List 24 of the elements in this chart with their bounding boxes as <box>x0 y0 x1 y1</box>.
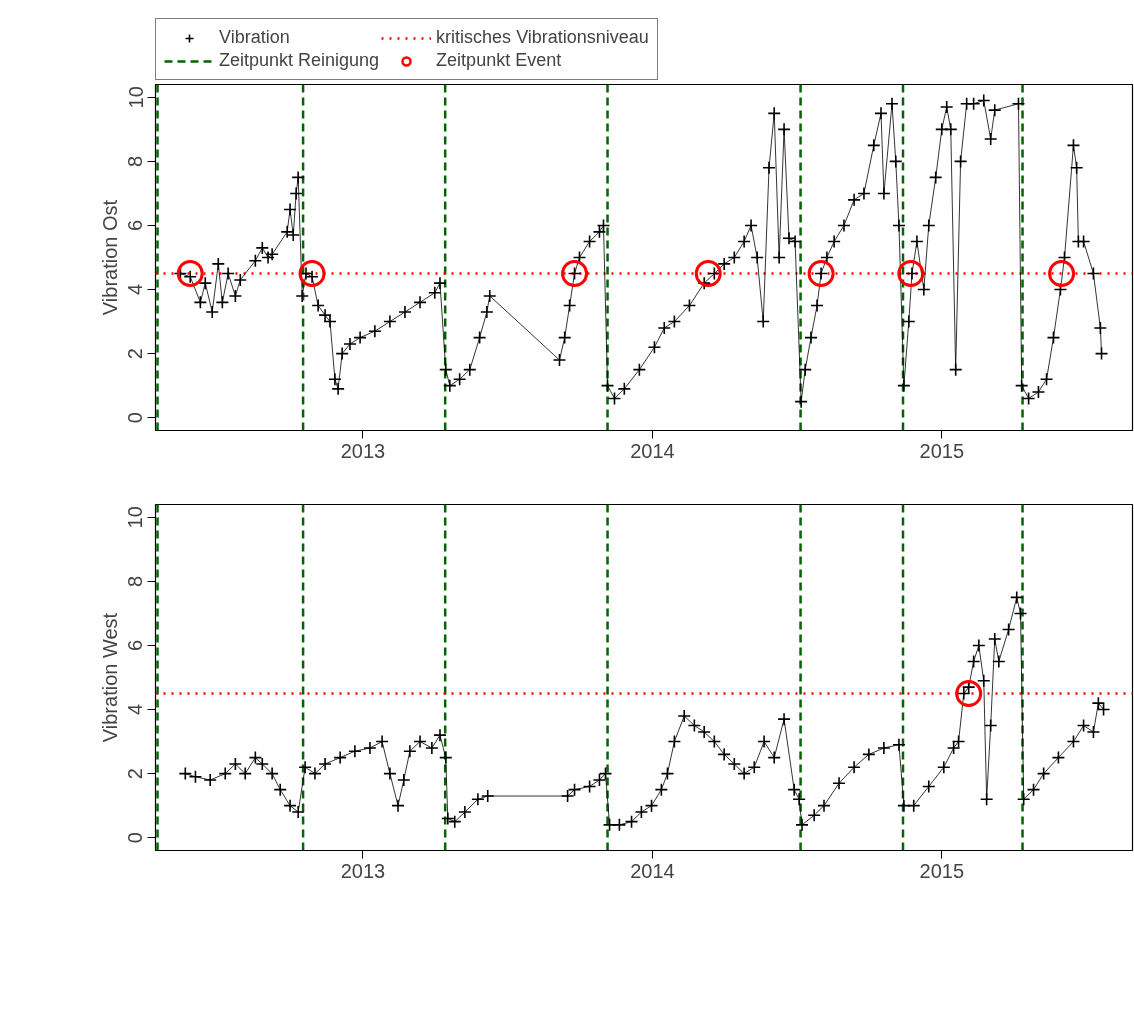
y-tick-label: 10 <box>124 506 147 529</box>
y-tick-label: 0 <box>124 412 147 424</box>
y-tick-label: 0 <box>124 832 147 844</box>
legend-label: Zeitpunkt Event <box>436 50 562 71</box>
legend-label: kritisches Vibrationsniveau <box>436 27 649 48</box>
y-tick-label: 10 <box>124 86 147 109</box>
y-tick-label: 6 <box>124 639 147 652</box>
x-tick-label: 2014 <box>630 859 675 882</box>
x-tick-label: 2015 <box>919 439 965 462</box>
y-tick-label: 2 <box>124 768 147 780</box>
x-tick-label: 2013 <box>340 859 386 882</box>
legend-label: Vibration <box>219 27 290 48</box>
y-tick-label: 8 <box>124 155 147 167</box>
y-tick-label: 4 <box>124 703 147 716</box>
x-tick-label: 2015 <box>919 859 965 882</box>
y-tick-label: 8 <box>124 575 147 587</box>
x-tick-label: 2014 <box>630 439 675 462</box>
legend-label: Zeitpunkt Reinigung <box>219 50 380 71</box>
y-tick-label: 6 <box>124 219 147 232</box>
y-tick-label: 4 <box>124 283 147 296</box>
y-axis-title: Vibration West <box>98 612 121 743</box>
y-tick-label: 2 <box>124 348 147 360</box>
x-tick-label: 2013 <box>340 439 386 462</box>
y-axis-title: Vibration Ost <box>98 199 121 316</box>
